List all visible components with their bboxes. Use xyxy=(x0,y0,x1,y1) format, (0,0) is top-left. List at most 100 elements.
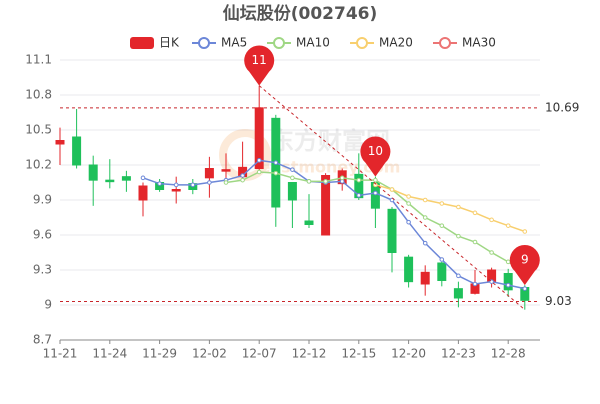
ma-point xyxy=(306,179,312,184)
candle-body xyxy=(387,208,397,253)
legend-label: MA5 xyxy=(221,36,247,50)
candle-body xyxy=(354,173,364,199)
ma-point xyxy=(157,181,162,186)
candle-body xyxy=(404,256,414,283)
candle-body xyxy=(287,182,297,201)
candle-body xyxy=(105,179,115,183)
ma-point xyxy=(356,177,362,183)
candle-body xyxy=(321,175,331,236)
candle-body xyxy=(121,176,131,181)
ma-point xyxy=(373,190,378,196)
candle-body xyxy=(72,136,82,166)
ma-point xyxy=(290,167,295,172)
ma-point xyxy=(456,273,461,279)
ma-point xyxy=(422,197,428,203)
ma-line xyxy=(142,159,525,290)
ma-point xyxy=(522,229,528,234)
ma-point xyxy=(140,175,146,181)
ma-point xyxy=(489,217,494,223)
ma-point xyxy=(240,173,245,178)
ma-point xyxy=(422,240,428,246)
annotation-label: 9 xyxy=(521,253,529,267)
ma-point xyxy=(240,177,245,183)
ma-point xyxy=(273,170,279,176)
candle-body xyxy=(254,107,264,170)
y-tick-label: 10.8 xyxy=(25,88,52,102)
ma-point xyxy=(456,233,461,239)
ma-point xyxy=(439,201,445,206)
ma-point xyxy=(406,201,411,206)
y-tick-label: 9.9 xyxy=(33,193,52,207)
annotation-pin xyxy=(360,136,391,177)
x-tick-label: 12-23 xyxy=(441,347,476,361)
ma-point xyxy=(439,223,445,228)
y-tick-label: 10.2 xyxy=(25,158,52,172)
x-tick-label: 12-02 xyxy=(192,347,227,361)
ma-point xyxy=(356,193,362,198)
x-tick-label: 12-07 xyxy=(242,347,277,361)
legend-swatch xyxy=(198,37,210,49)
y-tick-label: 9.3 xyxy=(33,263,52,277)
reference-label: 10.69 xyxy=(545,100,579,114)
ma-point xyxy=(290,175,295,181)
candle-body xyxy=(304,220,314,225)
ma-point xyxy=(489,250,494,255)
ma-point xyxy=(223,180,229,185)
y-tick-label: 8.7 xyxy=(33,333,52,347)
candle-body xyxy=(420,271,430,285)
x-tick-label: 12-15 xyxy=(341,347,376,361)
ma-line xyxy=(375,184,526,233)
ma-point xyxy=(190,182,196,188)
legend-label: MA30 xyxy=(462,36,496,50)
ma-point xyxy=(256,169,262,175)
candle-body xyxy=(453,288,463,299)
y-tick-label: 9.6 xyxy=(33,228,52,242)
ma-point xyxy=(373,177,378,183)
x-tick-label: 11-21 xyxy=(43,347,78,361)
annotation-label: 10 xyxy=(368,144,383,158)
ma-point xyxy=(422,215,428,220)
ma-point xyxy=(472,281,478,287)
annotation-pin xyxy=(244,45,275,86)
ma-point xyxy=(273,160,279,165)
ma-point xyxy=(207,180,212,185)
ma-point xyxy=(522,286,528,291)
legend-label: MA10 xyxy=(296,36,330,50)
ma-point xyxy=(456,204,461,210)
y-tick-label: 11.1 xyxy=(25,53,52,67)
ma-point xyxy=(389,187,395,192)
ma-point xyxy=(406,219,411,225)
candle-body xyxy=(503,273,513,291)
legend-label: 日K xyxy=(159,36,180,50)
x-tick-label: 12-28 xyxy=(491,347,526,361)
candle-body xyxy=(55,140,65,145)
ma-point xyxy=(173,182,179,188)
x-tick-label: 12-12 xyxy=(292,347,327,361)
legend-label: MA20 xyxy=(379,36,413,50)
candle-body xyxy=(204,168,214,179)
x-tick-label: 11-29 xyxy=(142,347,177,361)
x-tick-label: 12-20 xyxy=(391,347,426,361)
chart-title: 仙坛股份(002746) xyxy=(223,3,378,24)
reference-label: 9.03 xyxy=(545,294,572,308)
ma-point xyxy=(406,194,411,199)
legend-swatch xyxy=(273,37,285,49)
ma-point xyxy=(256,158,262,163)
y-tick-label: 9 xyxy=(44,298,52,312)
candle-body xyxy=(88,164,98,181)
x-tick-label: 11-24 xyxy=(92,347,127,361)
ma-point xyxy=(505,282,511,288)
candle-body xyxy=(171,189,181,192)
ma-point xyxy=(472,239,478,245)
ma-point xyxy=(439,257,445,262)
y-tick-label: 10.5 xyxy=(25,123,52,137)
annotation-pin xyxy=(509,244,540,286)
ma-point xyxy=(323,179,328,184)
annotation-label: 11 xyxy=(252,53,267,67)
candle-body xyxy=(437,262,447,281)
legend-swatch xyxy=(439,37,451,49)
trend-line xyxy=(258,85,526,311)
candle-body xyxy=(138,185,148,201)
legend-swatch xyxy=(356,37,368,49)
